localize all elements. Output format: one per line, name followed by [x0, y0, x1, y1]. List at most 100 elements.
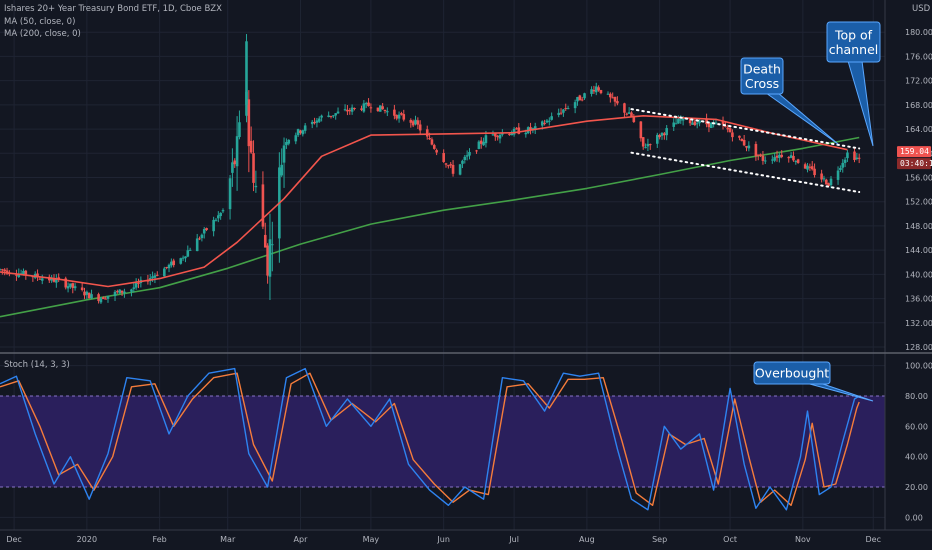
candle-body [301, 130, 305, 135]
candle-body [381, 106, 384, 110]
candle-body [268, 239, 272, 277]
candle-body [411, 121, 415, 126]
candle-body [550, 116, 553, 120]
price-tick-label: 176.00 [905, 52, 932, 61]
candle-body [465, 155, 469, 157]
candle-body [648, 144, 652, 146]
candle-body [296, 129, 300, 136]
callout-label: channel [829, 42, 878, 57]
ma200-line [0, 136, 860, 318]
candle-body [705, 118, 708, 125]
candle-body [599, 90, 603, 94]
candle-body [611, 97, 614, 99]
candle-body [402, 114, 406, 120]
candle-body [85, 291, 89, 295]
candle-body [132, 287, 136, 289]
candle-body [364, 103, 368, 105]
candle-body [71, 283, 75, 288]
candle-body [839, 167, 842, 170]
channel-top-line [630, 108, 861, 150]
candle-body [557, 112, 561, 116]
candle-body [458, 164, 462, 175]
candle-body [116, 291, 119, 293]
candle-body [228, 178, 232, 210]
candle-body [395, 115, 399, 119]
callout-label: Top of [834, 27, 873, 42]
candle-body [280, 164, 283, 176]
callout-overbought[interactable]: Overbought [753, 361, 874, 402]
candle-body [254, 185, 258, 188]
candle-body [853, 151, 856, 160]
stoch-d-line [0, 372, 860, 506]
candle-body [806, 165, 809, 170]
candle-body [310, 121, 314, 125]
candle-body [348, 110, 352, 112]
candle-body [282, 145, 286, 163]
price-tick-label: 132.00 [905, 319, 932, 328]
candle-body [822, 178, 826, 180]
candle-body [724, 125, 727, 127]
candle-body [233, 160, 237, 165]
price-tick-label: 168.00 [905, 101, 932, 110]
candle-body [231, 162, 234, 173]
candle-body [118, 289, 122, 294]
candle-body [641, 137, 645, 147]
candle-body [754, 144, 758, 157]
candle-body [113, 291, 117, 297]
candle-body [780, 154, 784, 157]
candle-body [738, 135, 741, 138]
candle-body [252, 153, 255, 183]
time-tick-label: May [363, 535, 380, 544]
candle-body [663, 133, 666, 136]
candle-body [104, 298, 107, 300]
candle-body [778, 154, 781, 159]
candle-body [810, 166, 814, 170]
candle-body [665, 128, 668, 136]
stoch-legend: Stoch (14, 3, 3) [4, 360, 70, 370]
candle-body [212, 219, 215, 232]
candle-body [843, 159, 847, 163]
candle-body [742, 139, 746, 146]
candle-body [332, 115, 335, 117]
candle-body [482, 141, 485, 146]
candle-body [515, 128, 518, 130]
candle-body [329, 115, 333, 117]
candle-body [533, 126, 537, 129]
candle-body [517, 127, 521, 134]
candle-body [55, 278, 58, 283]
candle-body [57, 277, 60, 279]
candle-body [36, 273, 39, 278]
last-price-text: 159.04 [900, 147, 929, 156]
candle-body [726, 127, 730, 130]
candle-body [484, 135, 488, 144]
candle-body [52, 278, 56, 282]
candle-body [632, 116, 636, 122]
candle-body [728, 128, 732, 133]
candle-body [202, 229, 206, 234]
candle-body [794, 160, 798, 162]
stoch-tick-label: 20.00 [905, 483, 928, 492]
candle-body [106, 295, 110, 299]
candle-body [99, 298, 103, 303]
candles-layer[interactable] [0, 34, 861, 304]
stoch-tick-label: 80.00 [905, 392, 928, 401]
candle-body [524, 132, 528, 135]
candle-body [428, 138, 431, 140]
candle-body [763, 160, 767, 162]
candle-body [590, 89, 593, 94]
candle-body [491, 134, 495, 136]
candle-body [714, 122, 718, 124]
candle-body [679, 119, 683, 121]
candle-body [731, 132, 734, 138]
candle-body [205, 228, 208, 230]
callout-label: Cross [745, 76, 779, 91]
candle-body [449, 164, 453, 166]
candle-body [181, 257, 185, 259]
candle-body [334, 113, 337, 116]
time-tick-label: Feb [153, 535, 167, 544]
callout-box [826, 21, 881, 63]
